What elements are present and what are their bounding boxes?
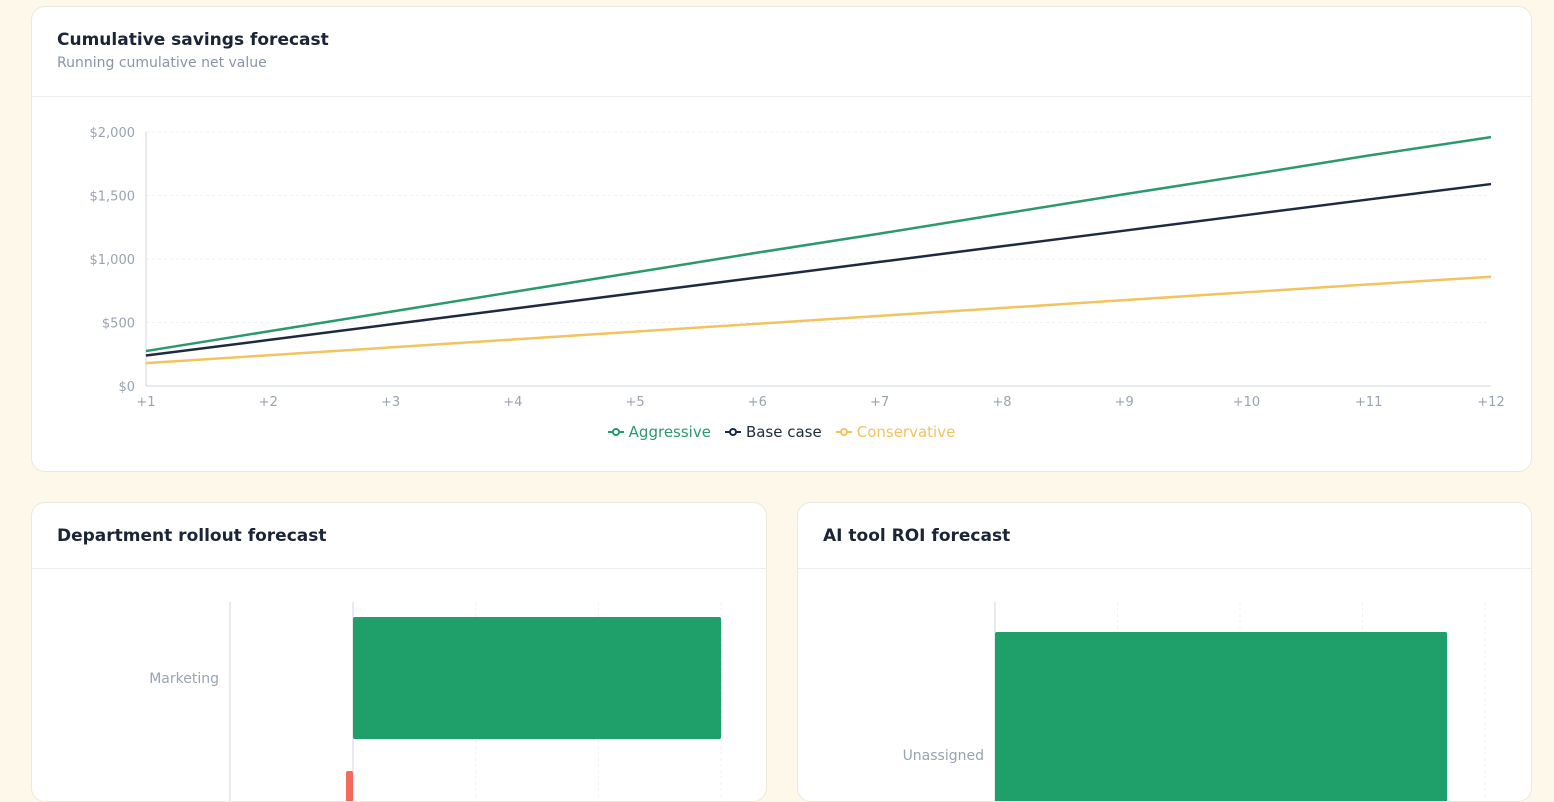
x-tick-label: +7	[870, 395, 889, 410]
y-tick-label: $0	[118, 380, 135, 395]
x-tick-label: +9	[1115, 395, 1134, 410]
roi-card-title: AI tool ROI forecast	[823, 526, 1011, 546]
series-line-base-case	[145, 182, 1492, 357]
x-tick-label: +2	[259, 395, 278, 410]
legend-item-base-case[interactable]: Base case	[724, 423, 822, 441]
legend-marker-icon	[607, 427, 624, 437]
y-tick-label: $1,000	[90, 253, 136, 268]
rollout-card-title: Department rollout forecast	[57, 526, 327, 546]
category-label: Marketing	[149, 671, 219, 687]
bar[interactable]	[353, 617, 722, 739]
legend-marker-icon	[835, 427, 852, 437]
x-tick-label: +11	[1355, 395, 1382, 410]
legend-marker-icon	[724, 427, 741, 437]
savings-card-header: Cumulative savings forecast Running cumu…	[32, 7, 1531, 97]
y-tick-label: $500	[102, 317, 135, 332]
roi-bar-chart: Unassigned	[903, 602, 1486, 802]
bar-negative[interactable]	[346, 771, 353, 802]
y-tick-label: $1,500	[90, 190, 136, 205]
rollout-forecast-card: Department rollout forecast Marketing	[31, 502, 767, 802]
roi-forecast-card: AI tool ROI forecast Unassigned	[797, 502, 1532, 802]
x-tick-label: +12	[1477, 395, 1504, 410]
legend-item-aggressive[interactable]: Aggressive	[607, 423, 711, 441]
roi-card-header: AI tool ROI forecast	[798, 503, 1531, 569]
savings-line-chart: $0 $500 $1,000 $1,500 $2,000 +1 +2 +3 +4 +5 +6 +7 +8…	[90, 126, 1505, 410]
savings-card-subtitle: Running cumulative net value	[57, 55, 267, 71]
x-tick-label: +3	[381, 395, 400, 410]
savings-legend: Aggressive Base case Conservative	[32, 423, 1531, 441]
series-line-aggressive	[145, 135, 1492, 353]
series-line-conservative	[145, 275, 1492, 365]
bar[interactable]	[995, 632, 1448, 802]
legend-label: Base case	[745, 423, 822, 441]
legend-label: Aggressive	[628, 423, 711, 441]
x-tick-label: +4	[503, 395, 522, 410]
rollout-bar-chart: Marketing	[149, 602, 722, 802]
category-label: Unassigned	[903, 748, 984, 764]
legend-item-conservative[interactable]: Conservative	[835, 423, 956, 441]
x-tick-label: +10	[1233, 395, 1260, 410]
x-tick-label: +5	[626, 395, 645, 410]
x-tick-label: +8	[992, 395, 1011, 410]
x-tick-label: +1	[136, 395, 155, 410]
savings-card-title: Cumulative savings forecast	[57, 30, 329, 50]
savings-forecast-card: Cumulative savings forecast Running cumu…	[31, 6, 1532, 472]
legend-label: Conservative	[856, 423, 956, 441]
y-tick-label: $2,000	[90, 126, 136, 141]
rollout-card-header: Department rollout forecast	[32, 503, 766, 569]
x-tick-label: +6	[748, 395, 767, 410]
